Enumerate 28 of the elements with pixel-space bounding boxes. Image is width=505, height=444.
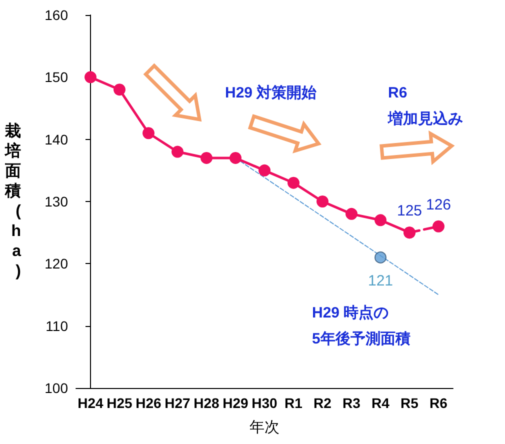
- x-tick-label: R2: [314, 395, 332, 411]
- x-tick-label: R6: [430, 395, 448, 411]
- y-tick-label: 160: [44, 7, 68, 23]
- y-tick-label: 150: [44, 69, 68, 86]
- annotation: R6 増加見込み: [387, 84, 463, 128]
- x-tick-label: R1: [284, 395, 303, 411]
- x-tick-label: H28: [194, 395, 220, 411]
- x-tick-label: H25: [106, 395, 133, 411]
- y-tick-label: 140: [44, 131, 68, 148]
- y-axis-title: 栽培面積(ha): [4, 122, 22, 280]
- data-label: 121: [368, 272, 394, 290]
- x-axis-title: 年次: [250, 419, 280, 436]
- x-tick-label: H30: [252, 395, 278, 411]
- x-tick-label: H29: [222, 395, 249, 411]
- x-tick-label: H24: [78, 395, 104, 411]
- x-tick-label: H26: [136, 395, 162, 411]
- data-label: 126: [426, 196, 452, 214]
- x-tick-label: R4: [372, 395, 390, 411]
- y-tick-label: 110: [46, 318, 68, 334]
- x-tick-label: R3: [342, 395, 361, 411]
- y-tick-label: 120: [44, 256, 68, 272]
- annotation: H29 時点の 5年後予測面積: [312, 304, 410, 348]
- x-tick-label: H27: [164, 395, 191, 411]
- x-tick-label: R5: [400, 395, 419, 411]
- annotation: H29 対策開始: [225, 84, 318, 102]
- y-tick-label: 100: [44, 380, 68, 396]
- data-label: 125: [396, 202, 422, 220]
- y-tick-label: 130: [44, 194, 68, 210]
